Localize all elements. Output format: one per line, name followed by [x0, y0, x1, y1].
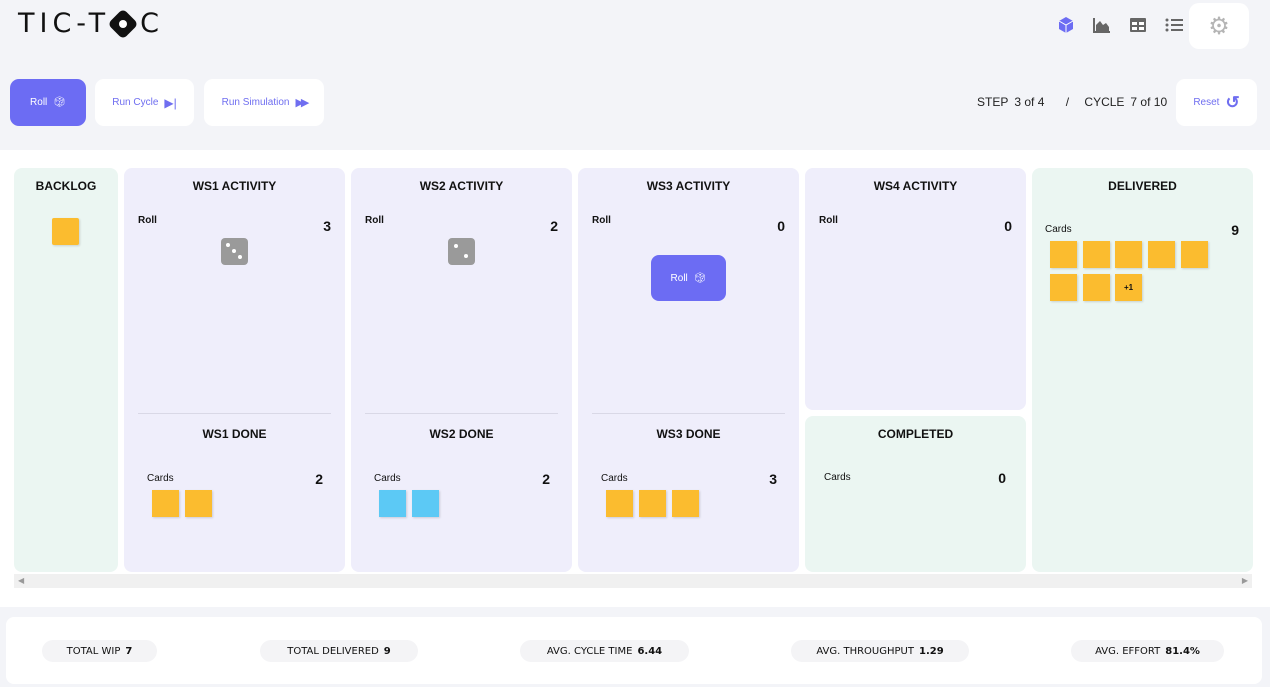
dice-icon: 🎲︎ [693, 272, 707, 284]
metric-avg-throughput: AVG. THROUGHPUT 1.29 [791, 640, 969, 662]
column-title: WS1 ACTIVITY [192, 179, 277, 193]
table-icon[interactable] [1127, 14, 1149, 36]
run-cycle-button[interactable]: Run Cycle ▶| [95, 79, 194, 126]
roll-value: 3 [323, 218, 331, 234]
scroll-right-icon: ▶ [1241, 576, 1248, 585]
card[interactable] [185, 490, 212, 517]
card[interactable] [1115, 241, 1142, 268]
gear-icon: ⚙ [1208, 12, 1230, 40]
card[interactable] [606, 490, 633, 517]
scroll-left-icon: ◀ [18, 576, 25, 585]
metric-avg-effort: AVG. EFFORT 81.4% [1071, 640, 1224, 662]
card[interactable] [1050, 241, 1077, 268]
dice-2-icon [448, 238, 475, 265]
card[interactable] [1050, 274, 1077, 301]
horizontal-scrollbar[interactable]: ◀ ▶ [14, 574, 1252, 588]
metric-total-wip: TOTAL WIP 7 [42, 640, 157, 662]
done-title: WS1 DONE [202, 427, 267, 441]
card[interactable] [672, 490, 699, 517]
column-title: WS4 ACTIVITY [873, 179, 958, 193]
column-title: WS3 ACTIVITY [646, 179, 731, 193]
card[interactable] [639, 490, 666, 517]
ws4-column: WS4 ACTIVITY Roll 0 [805, 168, 1026, 410]
ws3-roll-button[interactable]: Roll 🎲︎ [651, 255, 726, 301]
delivered-column: DELIVERED Cards 9 +1 [1032, 168, 1253, 572]
progress-indicator: STEP 3 of 4 / CYCLE 7 of 10 [977, 95, 1168, 109]
completed-column: COMPLETED Cards 0 [805, 416, 1026, 572]
run-simulation-button[interactable]: Run Simulation ▶▶ [204, 79, 324, 126]
dice-3-icon [221, 238, 248, 265]
metric-total-delivered: TOTAL DELIVERED 9 [260, 640, 418, 662]
card[interactable] [1083, 241, 1110, 268]
card[interactable] [152, 490, 179, 517]
metric-avg-cycle-time: AVG. CYCLE TIME 6.44 [520, 640, 689, 662]
list-icon[interactable] [1163, 14, 1185, 36]
reset-button[interactable]: Reset ↺ [1176, 79, 1257, 126]
roll-label: Roll [138, 215, 157, 226]
backlog-column: BACKLOG [14, 168, 118, 572]
fast-forward-icon: ▶▶ [295, 97, 309, 109]
card-overflow[interactable]: +1 [1115, 274, 1142, 301]
card[interactable] [1148, 241, 1175, 268]
view-switcher [1055, 14, 1185, 36]
area-chart-icon[interactable] [1091, 14, 1113, 36]
settings-button[interactable]: ⚙ [1189, 3, 1249, 49]
ws3-column: WS3 ACTIVITY Roll 0 Roll 🎲︎ WS3 DONE Card… [578, 168, 799, 572]
reset-icon: ↺ [1225, 92, 1240, 112]
ws2-column: WS2 ACTIVITY Roll 2 WS2 DONE Cards 2 [351, 168, 572, 572]
step-forward-icon: ▶| [164, 95, 177, 110]
dice-icon: 🎲︎ [53, 97, 66, 108]
cube-icon[interactable] [1055, 14, 1077, 36]
app-logo: TIC-T C [18, 7, 164, 40]
card[interactable] [412, 490, 439, 517]
column-title: WS2 ACTIVITY [419, 179, 504, 193]
card[interactable] [1181, 241, 1208, 268]
card[interactable] [379, 490, 406, 517]
card[interactable] [1083, 274, 1110, 301]
column-title: BACKLOG [35, 179, 97, 193]
ws1-column: WS1 ACTIVITY Roll 3 WS1 DONE Cards 2 [124, 168, 345, 572]
roll-button[interactable]: Roll 🎲︎ [10, 79, 86, 126]
backlog-card[interactable] [52, 218, 79, 245]
